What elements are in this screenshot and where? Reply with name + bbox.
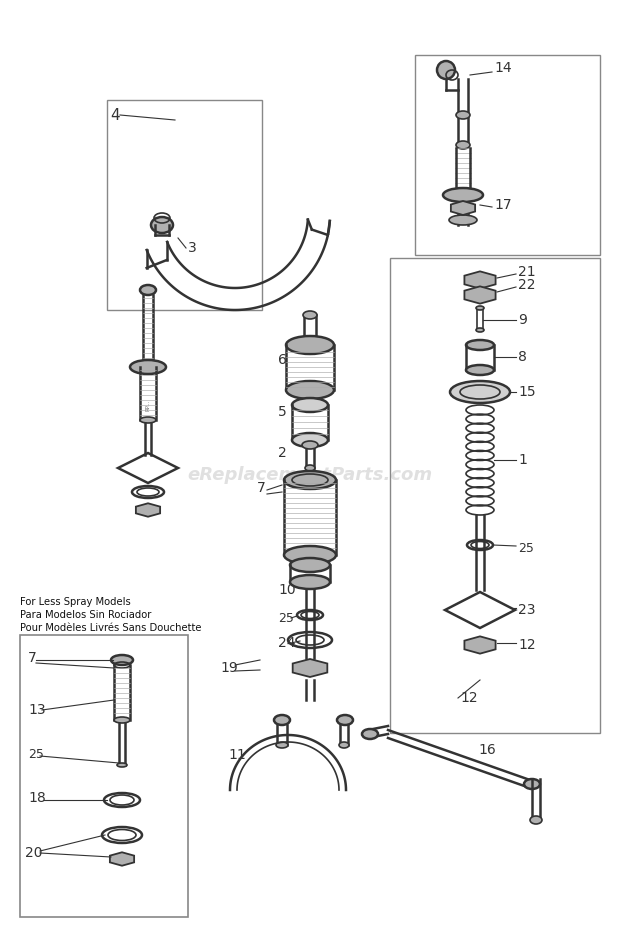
Ellipse shape <box>466 365 494 375</box>
Ellipse shape <box>292 433 328 447</box>
Ellipse shape <box>450 381 510 403</box>
Ellipse shape <box>284 546 336 564</box>
Text: 2: 2 <box>278 446 287 460</box>
Polygon shape <box>464 272 495 289</box>
Ellipse shape <box>286 336 334 354</box>
Text: 5: 5 <box>278 405 287 419</box>
Text: 22: 22 <box>518 278 536 292</box>
Text: 24: 24 <box>278 636 296 650</box>
Polygon shape <box>110 853 134 866</box>
Text: 19: 19 <box>220 661 237 675</box>
Ellipse shape <box>114 717 130 723</box>
Ellipse shape <box>456 141 470 149</box>
Text: 18: 18 <box>28 791 46 805</box>
Ellipse shape <box>151 217 173 233</box>
Bar <box>107 100 262 310</box>
Text: 23: 23 <box>518 603 536 617</box>
Polygon shape <box>293 659 327 677</box>
Ellipse shape <box>443 188 483 202</box>
Text: 9: 9 <box>518 313 527 327</box>
Text: 11: 11 <box>228 748 246 762</box>
Text: 4: 4 <box>110 107 120 122</box>
Text: 20: 20 <box>25 846 43 860</box>
Ellipse shape <box>476 306 484 310</box>
Text: 25: 25 <box>518 541 534 555</box>
Ellipse shape <box>140 285 156 295</box>
Polygon shape <box>464 287 495 304</box>
Ellipse shape <box>302 441 318 449</box>
Ellipse shape <box>339 742 349 748</box>
Text: 15: 15 <box>518 385 536 399</box>
Ellipse shape <box>337 715 353 725</box>
Ellipse shape <box>362 729 378 739</box>
Text: eReplacementParts.com: eReplacementParts.com <box>187 466 433 484</box>
Ellipse shape <box>524 779 540 789</box>
Text: 7: 7 <box>28 651 37 665</box>
Ellipse shape <box>117 763 127 767</box>
Text: 25: 25 <box>28 748 44 761</box>
Ellipse shape <box>140 417 156 423</box>
Text: 16: 16 <box>478 743 496 757</box>
Polygon shape <box>451 201 475 215</box>
Ellipse shape <box>530 816 542 824</box>
Text: RP...: RP... <box>146 400 151 411</box>
Text: 13: 13 <box>28 703 46 717</box>
Text: 8: 8 <box>518 350 527 364</box>
Text: 25: 25 <box>278 612 294 624</box>
Text: Pour Modèles Livrés Sans Douchette: Pour Modèles Livrés Sans Douchette <box>20 623 202 633</box>
Text: 12: 12 <box>518 638 536 652</box>
Text: 21: 21 <box>518 265 536 279</box>
Text: 6: 6 <box>278 353 287 367</box>
Text: 12: 12 <box>460 691 477 705</box>
Ellipse shape <box>111 655 133 665</box>
Text: 1: 1 <box>518 453 527 467</box>
Bar <box>20 635 188 917</box>
Ellipse shape <box>274 715 290 725</box>
Text: 17: 17 <box>494 198 512 212</box>
Ellipse shape <box>130 360 166 374</box>
Ellipse shape <box>290 558 330 572</box>
Ellipse shape <box>466 340 494 350</box>
Text: Para Modelos Sin Rociador: Para Modelos Sin Rociador <box>20 610 151 620</box>
Polygon shape <box>464 636 495 653</box>
Bar <box>390 258 600 733</box>
Ellipse shape <box>303 311 317 319</box>
Ellipse shape <box>449 215 477 225</box>
Ellipse shape <box>284 471 336 489</box>
Text: 14: 14 <box>494 61 512 75</box>
Text: 3: 3 <box>188 241 197 255</box>
Ellipse shape <box>286 381 334 399</box>
Text: For Less Spray Models: For Less Spray Models <box>20 597 131 607</box>
Ellipse shape <box>476 328 484 332</box>
Ellipse shape <box>437 61 455 79</box>
Ellipse shape <box>276 742 288 748</box>
Ellipse shape <box>456 111 470 119</box>
Ellipse shape <box>292 398 328 412</box>
Ellipse shape <box>305 465 315 471</box>
Text: 10: 10 <box>278 583 296 597</box>
Polygon shape <box>136 503 160 517</box>
Ellipse shape <box>290 575 330 589</box>
Text: 7: 7 <box>257 481 266 495</box>
Bar <box>415 55 600 255</box>
